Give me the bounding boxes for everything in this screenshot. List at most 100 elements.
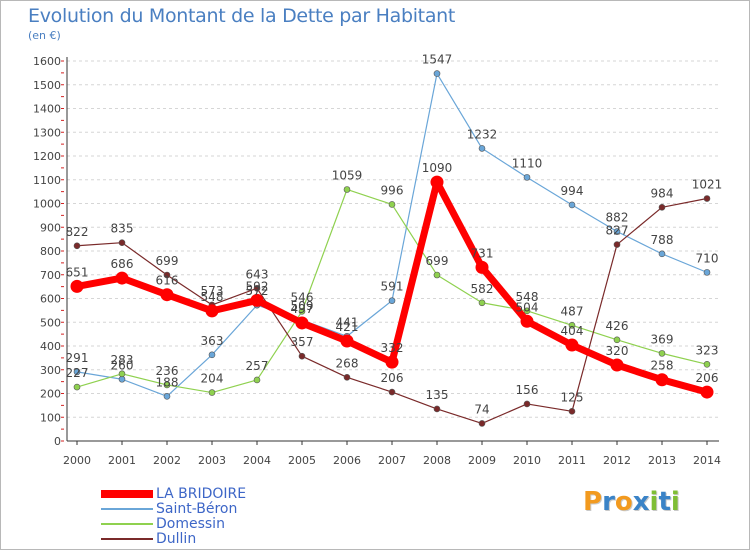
data-point [568, 322, 576, 329]
legend-swatch [101, 508, 153, 510]
data-label: 509 [291, 299, 314, 313]
data-label: 616 [156, 274, 179, 288]
data-label: 788 [651, 233, 674, 247]
data-label: 996 [381, 183, 404, 197]
y-tick-label: 1400 [33, 103, 61, 116]
x-tick-label: 2012 [603, 454, 631, 467]
data-label: 1021 [692, 178, 723, 192]
x-tick-label: 2004 [243, 454, 271, 467]
data-point [478, 299, 486, 307]
data-label: 686 [111, 257, 134, 271]
data-label: 699 [156, 254, 179, 268]
x-tick-label: 2000 [63, 454, 91, 467]
data-point [478, 420, 486, 427]
logo-letter: i [670, 487, 680, 517]
data-point [475, 260, 489, 274]
x-tick-label: 2009 [468, 454, 496, 467]
data-point [160, 288, 174, 302]
data-point [703, 360, 711, 368]
data-point [613, 336, 621, 344]
y-tick-label: 300 [40, 364, 61, 377]
data-point [208, 351, 216, 359]
data-point [163, 393, 171, 400]
data-label: 206 [381, 371, 404, 385]
data-label: 592 [246, 279, 269, 293]
data-label: 74 [474, 402, 489, 416]
data-point [298, 308, 306, 315]
data-point [118, 375, 126, 383]
data-point [250, 293, 264, 307]
chart-title: Evolution du Montant de la Dette par Hab… [28, 5, 456, 27]
x-tick-label: 2001 [108, 454, 136, 467]
data-label: 268 [336, 356, 359, 370]
data-label: 204 [201, 372, 224, 386]
proxiti-logo: Proxiti [583, 487, 680, 517]
data-label: 404 [561, 324, 584, 338]
data-label: 369 [651, 332, 674, 346]
x-tick-label: 2003 [198, 454, 226, 467]
data-point [523, 400, 531, 408]
data-label: 643 [246, 267, 269, 281]
data-point [70, 279, 84, 293]
data-label: 572 [246, 284, 269, 298]
logo-letter: x [632, 487, 650, 517]
data-point [118, 370, 126, 378]
data-point [340, 334, 354, 348]
data-point [298, 352, 306, 360]
data-point [565, 338, 579, 352]
data-label: 323 [696, 343, 719, 357]
y-tick-label: 0 [54, 435, 61, 448]
data-point [388, 297, 396, 304]
data-label: 497 [291, 302, 314, 316]
x-tick-label: 2005 [288, 454, 316, 467]
data-label: 994 [561, 184, 584, 198]
data-point [385, 355, 399, 369]
data-point [700, 385, 714, 399]
data-label: 1110 [512, 156, 543, 170]
data-label: 357 [291, 335, 314, 349]
data-point [163, 271, 171, 279]
data-label: 291 [66, 351, 89, 365]
data-point [433, 271, 441, 279]
y-tick-label: 1200 [33, 150, 61, 163]
data-label: 546 [291, 290, 314, 304]
data-point [568, 408, 576, 415]
data-point [205, 304, 219, 318]
data-label: 882 [606, 211, 629, 225]
data-label: 984 [651, 186, 674, 200]
data-label: 421 [336, 320, 359, 334]
data-label: 332 [381, 341, 404, 355]
data-label: 363 [201, 334, 224, 348]
data-label: 283 [111, 353, 134, 367]
data-label: 156 [516, 383, 539, 397]
data-label: 1090 [422, 161, 453, 175]
data-point [568, 201, 576, 209]
data-point [388, 201, 396, 208]
legend-label: Dullin [156, 531, 197, 547]
y-tick-label: 800 [40, 245, 61, 258]
y-tick-label: 600 [40, 293, 61, 306]
data-point [523, 174, 531, 181]
data-point [433, 70, 441, 77]
data-label: 206 [696, 371, 719, 385]
data-point [295, 316, 309, 330]
chart-unit-label: (en €) [28, 29, 61, 42]
data-point [73, 368, 81, 376]
data-label: 236 [156, 364, 179, 378]
data-label: 835 [111, 222, 134, 236]
data-point [703, 269, 711, 276]
logo-letter: r [602, 487, 615, 517]
data-point [655, 373, 669, 387]
data-label: 548 [201, 290, 224, 304]
legend-swatch [101, 490, 153, 498]
data-label: 257 [246, 359, 269, 373]
data-point [73, 242, 81, 250]
logo-letter: P [583, 487, 603, 517]
data-label: 125 [561, 390, 584, 404]
data-label: 227 [66, 366, 89, 380]
x-tick-label: 2002 [153, 454, 181, 467]
y-tick-label: 1000 [33, 198, 61, 211]
y-tick-label: 400 [40, 340, 61, 353]
data-point [703, 195, 711, 202]
